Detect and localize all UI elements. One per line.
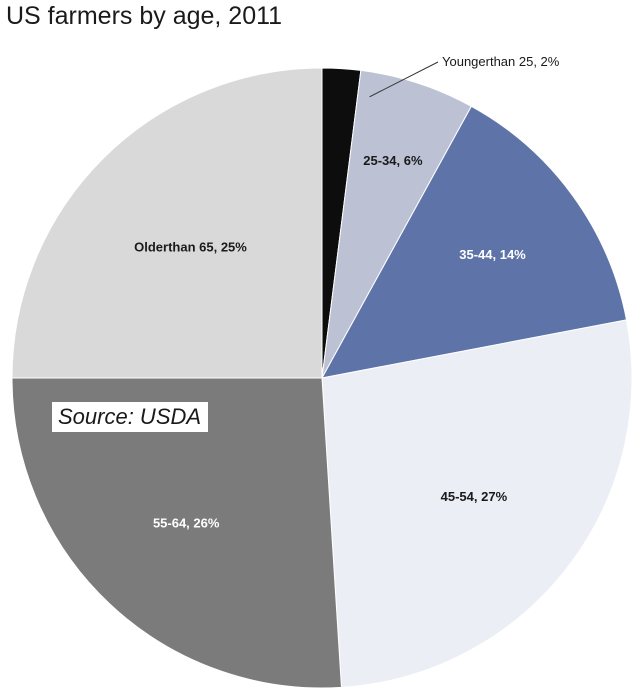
pie-slice-55-64 [11,377,343,689]
slice-label-35-44: 35-44, 14% [459,247,526,262]
pie-slice-older-than-65 [11,67,323,379]
pie-slice-45-54 [321,319,633,688]
slice-label-45-54: 45-54, 27% [441,489,508,504]
slice-label-younger-than-25: Youngerthan 25, 2% [442,54,560,69]
source-annotation: Source: USDA [52,402,209,432]
slice-label-older-than-65: Olderthan 65, 25% [134,240,247,255]
chart-title: US farmers by age, 2011 [6,2,283,30]
pie-slice-35-44 [321,105,628,379]
pie-slices [11,67,633,689]
pie-labels: Youngerthan 25, 2% 25-34, 6% 35-44, 14% 45-… [134,54,560,531]
slice-label-55-64: 55-64, 26% [153,516,220,531]
slice-label-25-34: 25-34, 6% [363,153,423,168]
callout-line [369,61,439,98]
